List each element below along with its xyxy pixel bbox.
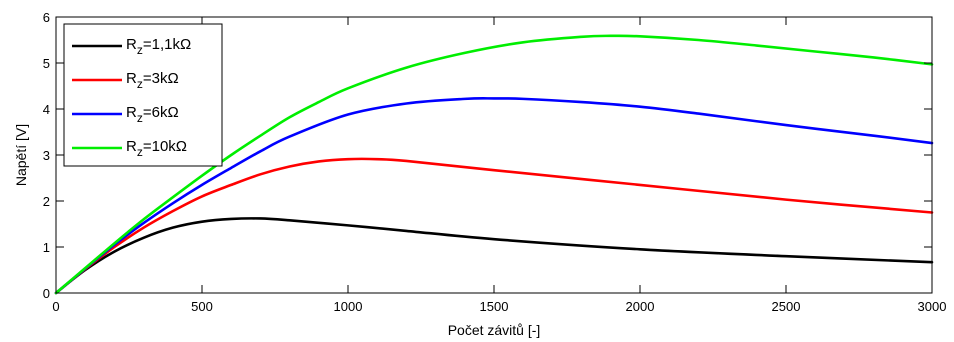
series-line-3	[54, 97, 934, 295]
legend-label-1: Rz=1,1kΩ	[126, 36, 191, 57]
x-tick-label: 1000	[334, 299, 363, 314]
y-tick-label: 3	[43, 148, 50, 163]
y-axis-label: Napětí [V]	[13, 124, 29, 186]
x-tick-label: 1500	[480, 299, 509, 314]
x-tick-label: 500	[191, 299, 213, 314]
x-tick-label: 2500	[772, 299, 801, 314]
legend-box	[63, 23, 223, 167]
x-tick-label: 3000	[918, 299, 947, 314]
y-tick-label: 5	[43, 56, 50, 71]
series-line-1	[54, 217, 934, 295]
legend: Rz=1,1kΩ Rz=3kΩ Rz=6kΩ Rz=10kΩ	[63, 23, 223, 167]
legend-label-3: Rz=6kΩ	[126, 104, 179, 125]
series-line-4	[54, 34, 934, 295]
x-tick-label: 0	[52, 299, 59, 314]
y-tick-label: 1	[43, 240, 50, 255]
y-tick-label: 4	[43, 102, 50, 117]
y-tick-label: 2	[43, 194, 50, 209]
legend-label-4: Rz=10kΩ	[126, 138, 187, 159]
x-tick-label: 2000	[626, 299, 655, 314]
y-tick-label: 6	[43, 10, 50, 25]
y-tick-label: 0	[43, 286, 50, 301]
x-axis-label: Počet závitů [-]	[448, 322, 541, 338]
series-line-2	[54, 157, 934, 295]
legend-label-2: Rz=3kΩ	[126, 70, 179, 91]
series-layer	[54, 34, 934, 295]
